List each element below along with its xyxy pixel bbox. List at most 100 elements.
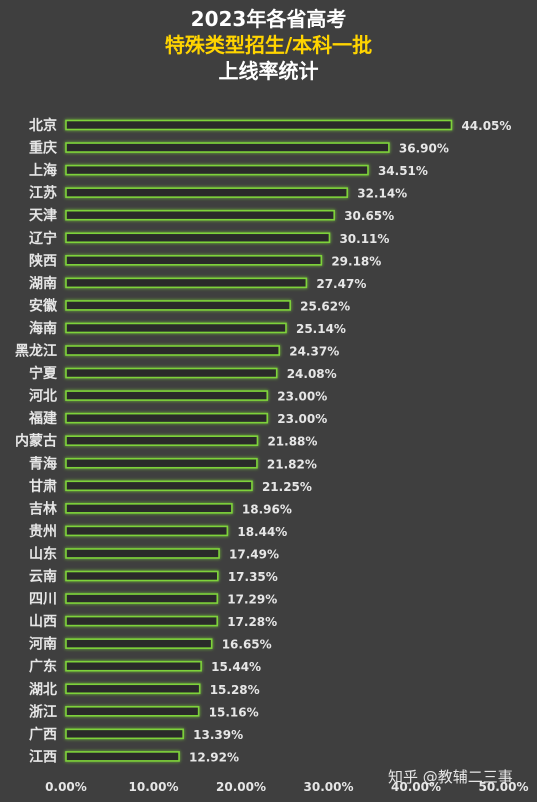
category-label: 上海	[29, 162, 57, 179]
category-label: 辽宁	[29, 230, 57, 247]
category-label: 湖南	[29, 275, 57, 292]
value-label: 36.90%	[399, 142, 449, 156]
bar	[65, 119, 453, 131]
value-label: 16.65%	[222, 638, 272, 652]
category-label: 重庆	[29, 140, 57, 157]
bar	[65, 548, 220, 559]
value-label: 24.08%	[287, 367, 337, 381]
bar	[65, 480, 253, 492]
bar	[65, 367, 278, 379]
bar	[65, 232, 331, 244]
value-label: 23.00%	[277, 412, 327, 426]
value-label: 44.05%	[461, 119, 511, 133]
value-label: 17.49%	[229, 547, 279, 561]
value-label: 32.14%	[357, 187, 407, 201]
category-label: 浙江	[29, 703, 57, 720]
category-label: 云南	[29, 568, 57, 585]
bar	[65, 503, 233, 514]
value-label: 25.62%	[300, 299, 350, 313]
category-label: 广西	[29, 726, 57, 743]
value-label: 17.35%	[228, 570, 278, 584]
bars-group: 北京 44.05% 重庆 36.90% 上海 34.51% 江苏 32.14% 天津 30.65%…	[15, 117, 528, 794]
bar	[65, 345, 281, 356]
x-tick-label: 20.00%	[216, 780, 266, 794]
value-label: 18.96%	[242, 502, 292, 516]
title-line-1: 2023年各省高考	[190, 7, 347, 31]
bar	[65, 255, 323, 266]
category-label: 甘肃	[29, 478, 57, 495]
bar	[65, 412, 269, 424]
title-line-3: 上线率统计	[218, 59, 319, 83]
category-label: 吉林	[29, 500, 57, 517]
bar	[65, 751, 180, 762]
bar	[65, 705, 200, 717]
bar	[65, 728, 184, 740]
x-tick-label: 10.00%	[129, 780, 179, 794]
value-label: 17.28%	[227, 615, 277, 629]
x-tick-label: 50.00%	[479, 780, 529, 794]
value-label: 30.11%	[339, 232, 389, 246]
bar	[65, 660, 202, 672]
category-label: 黑龙江	[15, 343, 57, 360]
value-label: 24.37%	[289, 345, 339, 359]
category-label: 安徽	[29, 297, 58, 314]
watermark: 知乎 @教辅二三事	[388, 768, 513, 786]
category-label: 江苏	[29, 185, 57, 202]
bar	[65, 638, 213, 649]
category-label: 贵州	[29, 523, 57, 540]
bar	[65, 277, 308, 289]
category-label: 陕西	[29, 252, 57, 269]
value-label: 34.51%	[378, 164, 428, 178]
category-label: 广东	[29, 658, 57, 675]
category-label: 河北	[29, 388, 57, 405]
category-label: 北京	[29, 117, 57, 134]
category-label: 河南	[29, 636, 57, 653]
value-label: 18.44%	[237, 525, 287, 539]
category-label: 天津	[29, 207, 57, 224]
value-label: 17.29%	[227, 593, 277, 607]
value-label: 23.00%	[277, 390, 327, 404]
value-label: 30.65%	[344, 209, 394, 223]
bar	[65, 300, 291, 311]
x-tick-label: 40.00%	[391, 780, 441, 794]
bar	[65, 209, 335, 221]
value-label: 15.16%	[209, 705, 259, 719]
category-label: 四川	[29, 592, 57, 608]
category-label: 青海	[29, 455, 57, 472]
bar	[65, 457, 258, 469]
value-label: 21.88%	[267, 435, 317, 449]
bar	[65, 435, 259, 447]
value-label: 25.14%	[296, 322, 346, 336]
bar	[65, 570, 219, 582]
x-tick-label: 0.00%	[45, 780, 87, 794]
category-label: 宁夏	[29, 365, 58, 382]
category-label: 湖北	[29, 682, 57, 698]
value-label: 15.28%	[210, 683, 260, 697]
category-label: 内蒙古	[15, 433, 57, 450]
bar	[65, 322, 287, 334]
bar	[65, 142, 390, 153]
value-label: 27.47%	[316, 277, 366, 291]
bar	[65, 164, 369, 176]
category-label: 福建	[28, 410, 57, 427]
value-label: 12.92%	[189, 750, 239, 764]
value-label: 15.44%	[211, 660, 261, 674]
value-label: 21.82%	[267, 457, 317, 471]
bar	[65, 683, 201, 695]
bar	[65, 615, 218, 627]
value-label: 13.39%	[193, 728, 243, 742]
value-label: 21.25%	[262, 480, 312, 494]
title-line-2: 特殊类型招生/本科一批	[164, 33, 373, 57]
bar	[65, 593, 219, 604]
chart-title: 2023年各省高考 特殊类型招生/本科一批 上线率统计	[0, 6, 537, 84]
category-label: 海南	[29, 320, 57, 337]
category-label: 江西	[29, 748, 57, 765]
value-label: 29.18%	[331, 254, 381, 268]
bar	[65, 390, 269, 401]
category-label: 山西	[29, 614, 57, 630]
bar	[65, 525, 229, 537]
bar	[65, 187, 349, 198]
x-tick-label: 30.00%	[304, 780, 354, 794]
category-label: 山东	[29, 545, 57, 562]
